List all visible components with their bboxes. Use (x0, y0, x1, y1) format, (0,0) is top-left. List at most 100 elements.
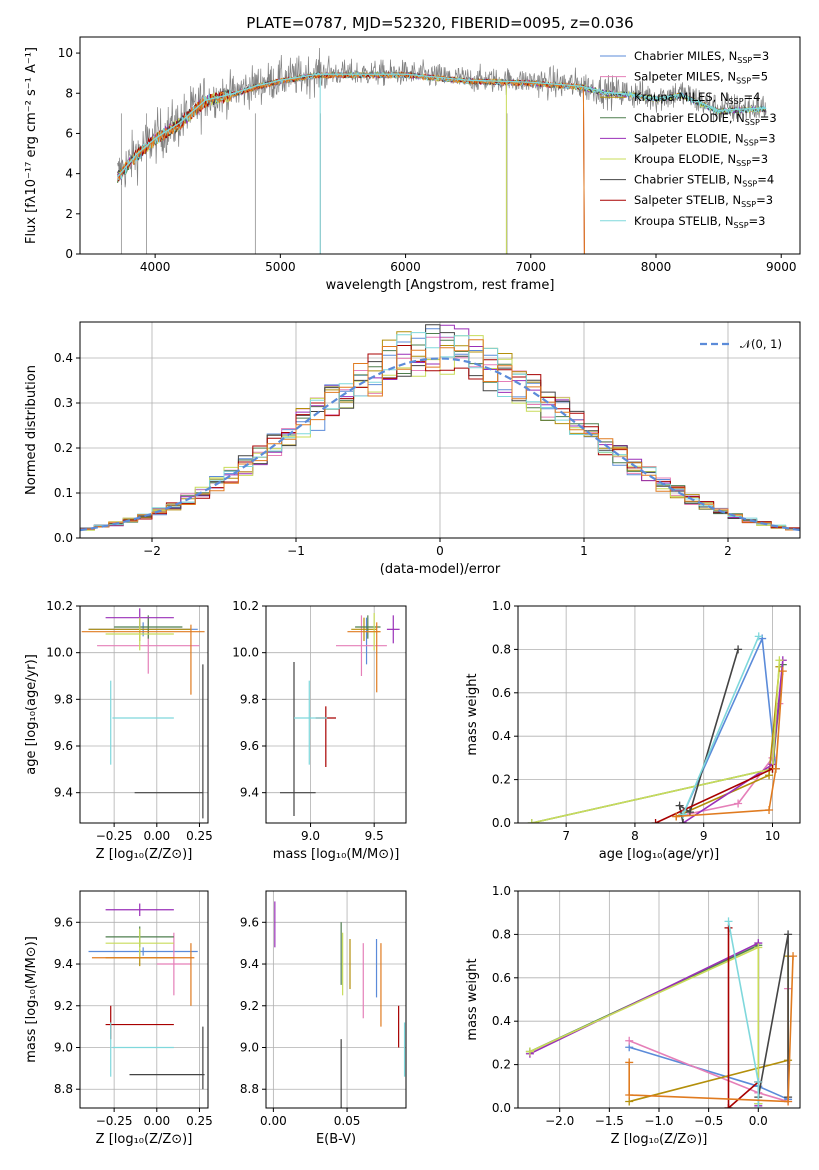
x-tick-label: 9.0 (301, 829, 320, 843)
y-axis-label: mass weight (465, 958, 480, 1040)
y-tick-label: 9.2 (240, 999, 259, 1013)
x-axis-label: Z [log₁₀(Z/Z⊙)] (96, 1132, 193, 1147)
mass-weight-marker (784, 1097, 793, 1106)
legend-name: Kroupa MILES, N (634, 90, 729, 104)
residual-histogram (80, 324, 800, 531)
mass-weight-marker (775, 656, 784, 665)
plot-area (280, 613, 400, 816)
legend-sub: SSP (734, 221, 749, 230)
y-tick-label: 0.6 (492, 686, 511, 700)
axes-frame (265, 605, 407, 824)
mass-weight-marker (778, 667, 787, 676)
legend-entry: 𝒩(0, 1) (740, 337, 782, 351)
x-tick-label: −1 (287, 544, 305, 558)
model-spectrum-line (117, 71, 585, 254)
y-tick-label: 9.0 (54, 1040, 73, 1054)
x-tick-label: 4000 (140, 260, 171, 274)
x-axis-label: age [log₁₀(age/yr)] (599, 847, 720, 862)
grid (266, 891, 406, 1108)
y-tick-label: 10.0 (46, 646, 73, 660)
legend-count: =5 (751, 70, 768, 84)
y-tick-label: 10.0 (232, 646, 259, 660)
panel-spectrum: 4000 5000 6000 7000 8000 9000 0 2 4 6 8 10 wavelengt… (24, 36, 801, 293)
legend-entry: Kroupa ELODIE, NSSP=3 (634, 152, 768, 168)
x-tick-label: 6000 (390, 260, 421, 274)
x-tick-label: 7000 (516, 260, 547, 274)
x-tick-label: −1.0 (644, 1114, 673, 1128)
y-axis-label: age [log₁₀(age/yr)] (24, 654, 39, 775)
y-tick-label: 8 (65, 86, 73, 100)
x-tick-label: 2 (724, 544, 732, 558)
residual-histogram (80, 339, 800, 531)
y-axis-label: Flux [fλ10⁻¹⁷ erg cm⁻² s⁻¹ A⁻¹] (24, 47, 39, 244)
legend-sub: SSP (745, 118, 760, 127)
x-tick-label: 7 (562, 829, 570, 843)
axes-frame (79, 890, 209, 1109)
y-tick-label: 0.0 (492, 1101, 511, 1115)
axes-frame (79, 605, 209, 824)
x-tick-label: 8 (631, 829, 639, 843)
panel-massweight-vs-age: 7 8 9 10 0.0 0.2 0.4 0.6 0.8 1.0 age [log₁₀(age/yr… (465, 599, 801, 862)
x-tick-label: 9000 (766, 260, 797, 274)
x-tick-label: 8000 (641, 260, 672, 274)
y-tick-label: 0.0 (54, 531, 73, 545)
y-tick-label: 0.1 (54, 486, 73, 500)
spectrum-title: PLATE=0787, MJD=52320, FIBERID=0095, z=0… (246, 14, 633, 32)
mass-weight-line (682, 636, 760, 815)
panel-mass-vs-z: −0.25 0.00 0.25 8.8 9.0 9.2 9.4 9.6 Z [log₁₀(Z/Z… (24, 890, 213, 1147)
legend-sub: SSP (737, 56, 752, 65)
mass-weight-marker (724, 917, 733, 926)
mass-weight-line (628, 956, 794, 1103)
y-tick-label: 4 (65, 167, 73, 181)
y-tick-label: 9.4 (54, 957, 73, 971)
mass-weight-marker (679, 819, 688, 823)
y-tick-label: 9.6 (240, 739, 259, 753)
x-tick-label: 0.25 (186, 1114, 213, 1128)
x-tick-label: 10 (765, 829, 780, 843)
x-axis-label: E(B-V) (316, 1132, 356, 1147)
plot-area (117, 47, 767, 254)
legend-entry: Kroupa MILES, NSSP=4 (634, 90, 760, 106)
legend-entry: Chabrier MILES, NSSP=3 (634, 49, 769, 65)
x-tick-label: 0.05 (334, 1114, 361, 1128)
mass-weight-marker (754, 943, 763, 952)
y-tick-label: 9.0 (240, 1040, 259, 1054)
legend-entry: Chabrier ELODIE, NSSP=3 (634, 111, 777, 127)
grid (266, 605, 406, 823)
plot-area (527, 632, 787, 823)
x-axis-label: wavelength [Angstrom, rest frame] (326, 278, 555, 293)
mass-weight-line (757, 934, 789, 1098)
y-tick-label: 0.4 (492, 729, 511, 743)
y-tick-label: 8.8 (240, 1082, 259, 1096)
mass-weight-marker (754, 632, 763, 641)
mass-weight-line (529, 946, 760, 1104)
legend-sub: SSP (741, 200, 756, 209)
axes: 7 8 9 10 0.0 0.2 0.4 0.6 0.8 1.0 age [log₁₀(age/yr… (465, 599, 801, 862)
y-tick-label: 9.6 (54, 739, 73, 753)
y-tick-label: 0.4 (492, 1014, 511, 1028)
plot-area (81, 608, 205, 819)
axes: 0.00 0.05 8.8 9.0 9.2 9.4 9.6 E(B-V) (240, 890, 407, 1147)
mass-weight-line (531, 664, 784, 823)
y-tick-label: 9.4 (54, 786, 73, 800)
legend-count: =3 (756, 193, 773, 207)
y-tick-label: 10 (58, 46, 73, 60)
x-tick-label: −0.25 (96, 829, 133, 843)
y-tick-label: 1.0 (492, 599, 511, 613)
legend-sub: SSP (736, 77, 751, 86)
legend-count: =4 (757, 173, 774, 187)
y-tick-label: 0.8 (492, 927, 511, 941)
legend-name: Chabrier ELODIE, N (634, 111, 745, 125)
normal-curve (80, 357, 800, 532)
mass-weight-marker (625, 1090, 634, 1099)
x-tick-label: 9 (700, 829, 708, 843)
y-tick-label: 9.6 (54, 915, 73, 929)
mass-weight-line (676, 703, 781, 818)
legend-name: Salpeter MILES, N (634, 70, 736, 84)
mass-weight-line (676, 671, 784, 818)
y-tick-label: 0.8 (492, 642, 511, 656)
y-tick-label: 6 (65, 126, 73, 140)
legend-name: Kroupa STELIB, N (634, 214, 734, 228)
